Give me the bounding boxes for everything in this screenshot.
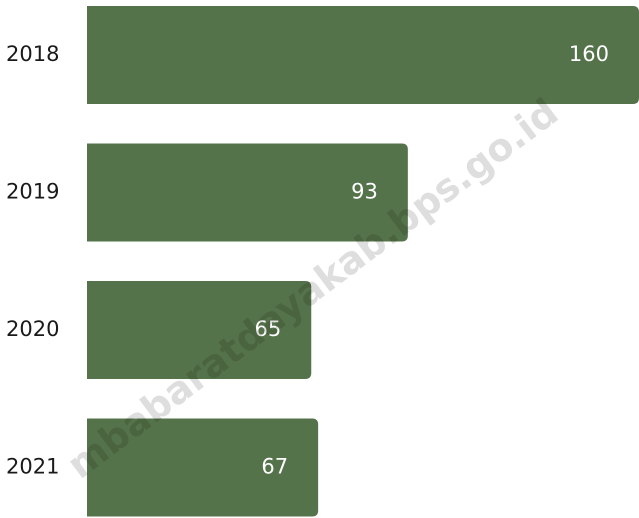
- category-label-2021: 2021: [6, 455, 59, 479]
- bar-2021: [87, 418, 319, 517]
- category-label-2020: 2020: [6, 317, 59, 341]
- labels-layer: 2018 160 2019 93 2020 65 2021 67: [6, 42, 609, 479]
- bar-2020: [87, 281, 312, 379]
- category-label-2019: 2019: [6, 180, 59, 204]
- value-label-2018: 160: [569, 42, 609, 66]
- value-label-2021: 67: [261, 455, 288, 479]
- bar-2019: [87, 143, 408, 242]
- bars-layer: [87, 6, 639, 517]
- category-label-2018: 2018: [6, 42, 59, 66]
- bar-2018: [87, 6, 639, 104]
- value-label-2020: 65: [255, 317, 282, 341]
- value-label-2019: 93: [351, 180, 378, 204]
